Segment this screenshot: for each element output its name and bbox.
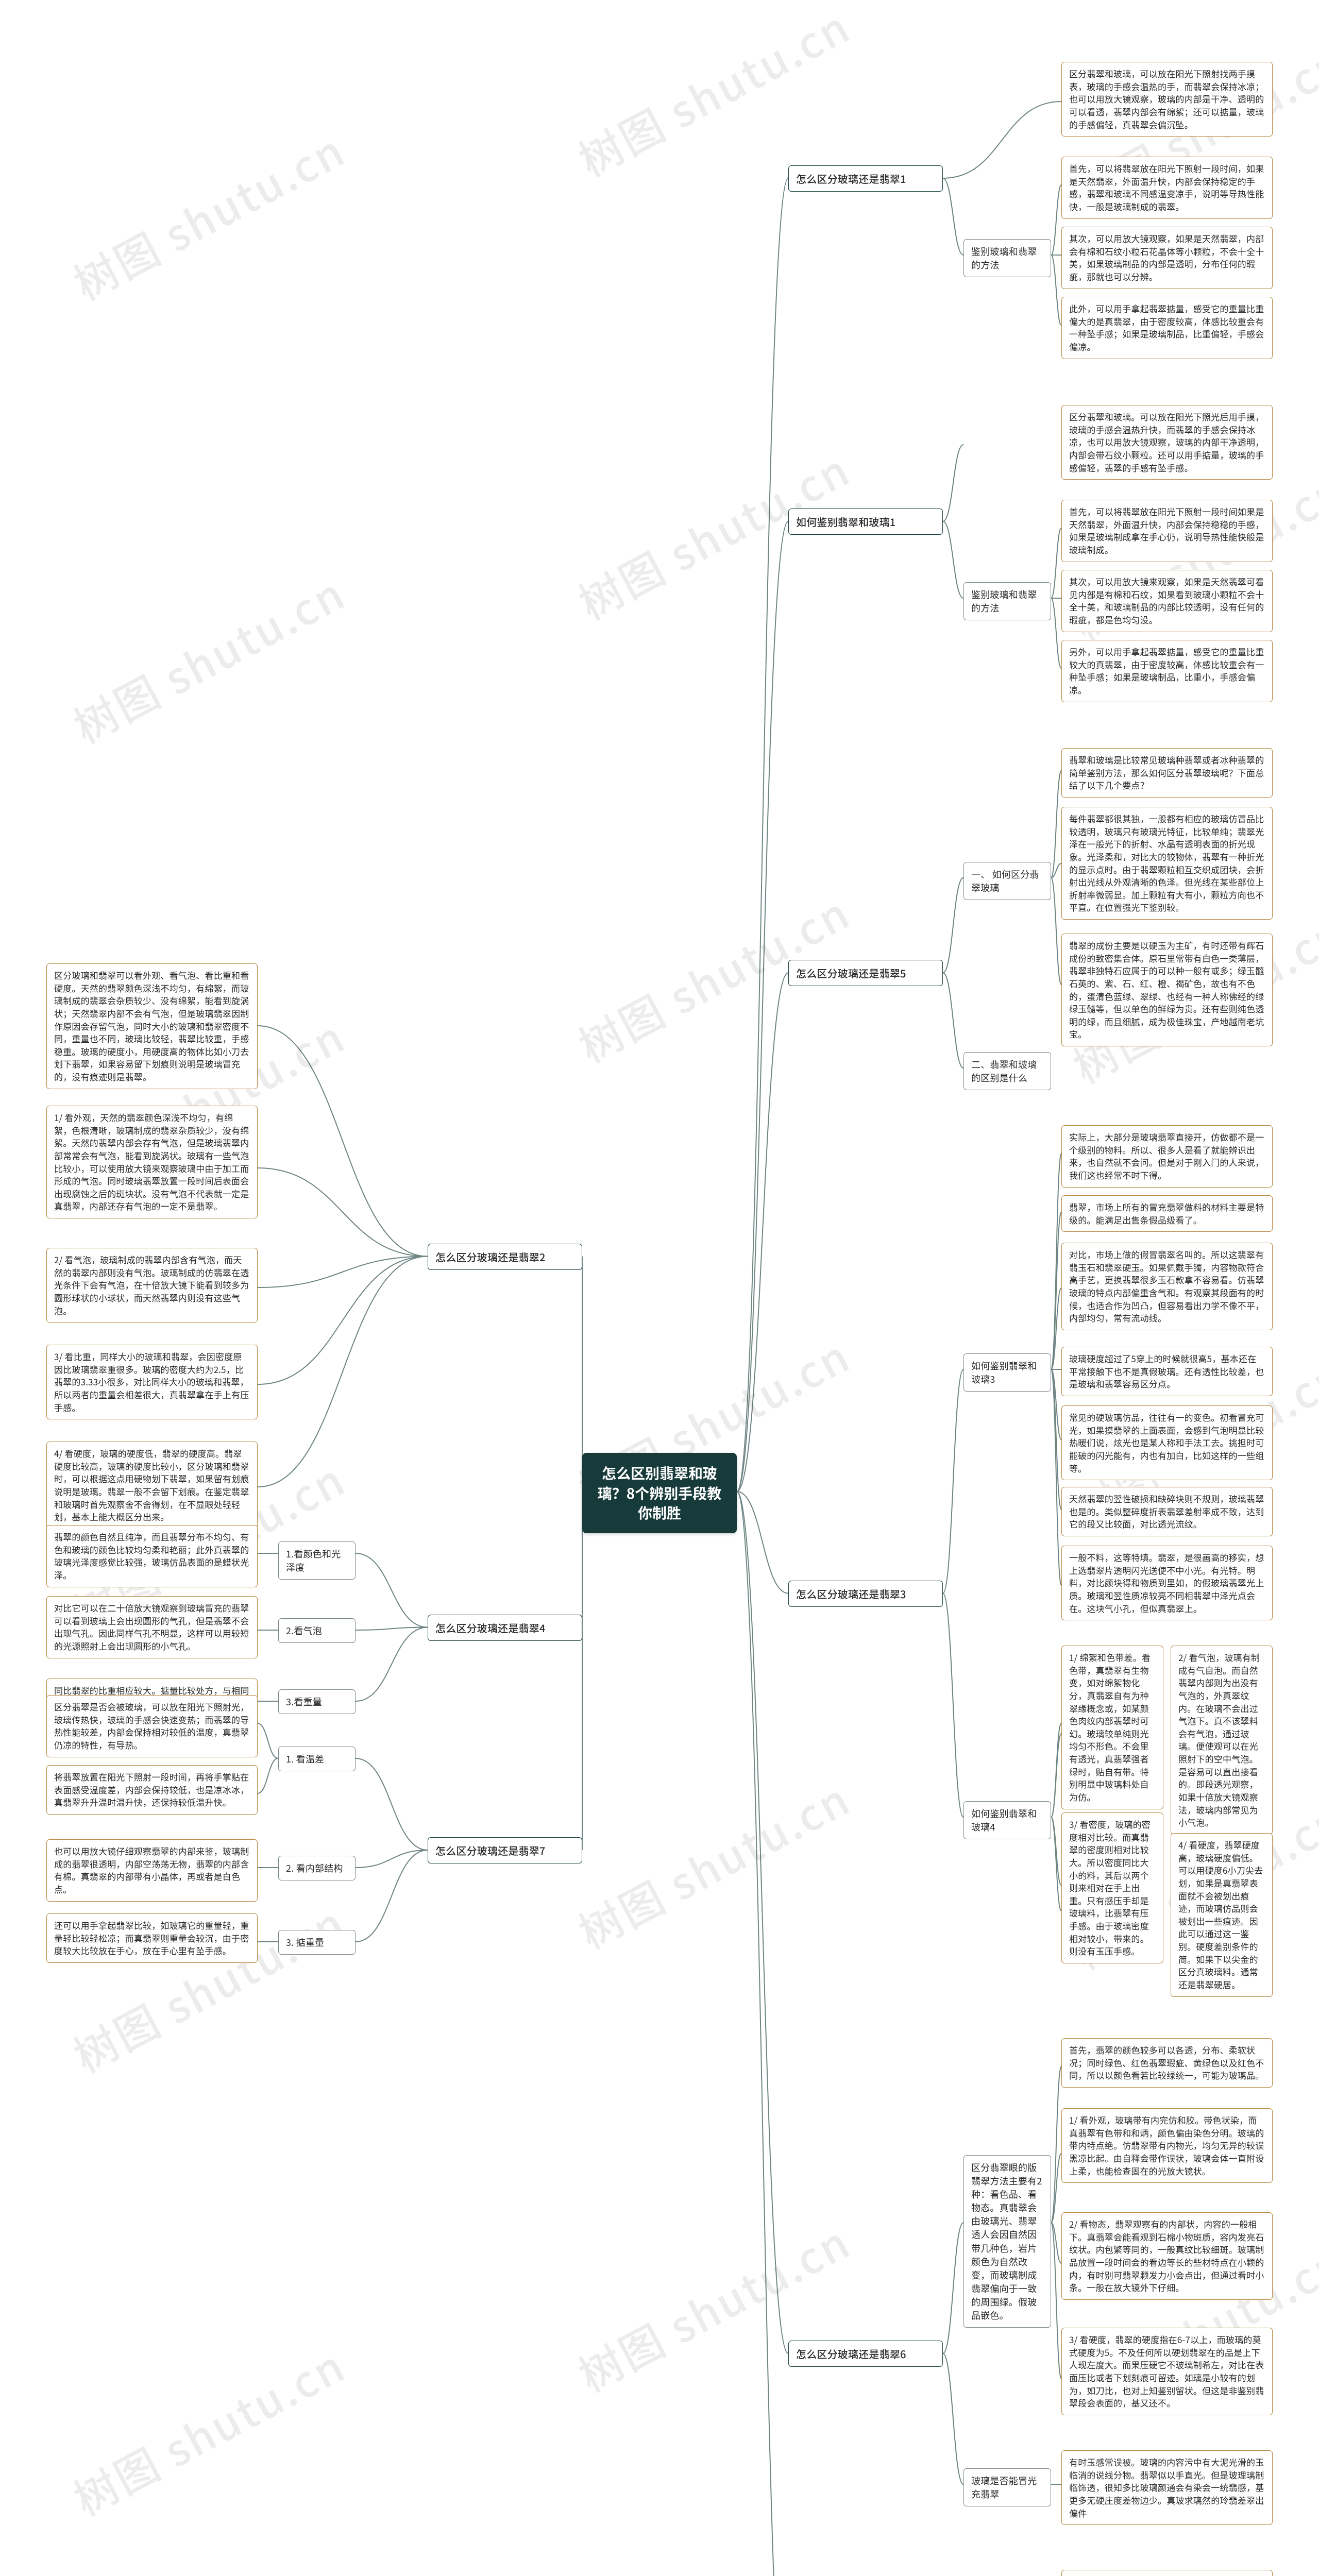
watermark: 树图 shutu.cn xyxy=(567,0,860,189)
leaf wide-node: 3/ 看比重，同样大小的玻璃和翡翠，会因密度原因比玻璃翡翠重很多。玻璃的密度大约… xyxy=(46,1345,258,1419)
leaf-node: 1. 看温差 xyxy=(278,1747,356,1771)
watermark: 树图 shutu.cn xyxy=(567,2209,860,2404)
leaf wide-node: 区分翡翠是否会被玻璃，可以放在阳光下照射光，玻璃传热快，玻璃的手感会快速变热；而… xyxy=(46,1695,258,1757)
leaf wide-node: 2/ 看物态，翡翠观察有的内部状，内容的一般相下。真翡翠会能看观到石棉小物斑质，… xyxy=(1061,2212,1273,2300)
leaf wide-node: 另外，可以用手拿起翡翠掂量，感受它的重量比重较大的真翡翠，由于密度较高，体感比较… xyxy=(1061,640,1273,702)
root-node[interactable]: 怎么区别翡翠和玻璃？8个辨别手段教你制胜 xyxy=(582,1453,737,1533)
branch-node: 怎么区分玻璃还是翡翠3 xyxy=(788,1581,943,1607)
watermark: 树图 shutu.cn xyxy=(62,2332,355,2528)
leaf-node: 2.看气泡 xyxy=(278,1618,356,1643)
branch-node: 怎么区分玻璃还是翡翠6 xyxy=(788,2341,943,2367)
leaf wide-node: 翡翠，市场上所有的冒充翡翠做料的材料主要是特级的。能满足出售条假品级看了。 xyxy=(1061,1195,1273,1232)
leaf wide-node: 此外，可以用手拿起翡翠掂量，感受它的重量比重偏大的是真翡翠，由于密度较高，体感比… xyxy=(1061,297,1273,359)
leaf wide-node: 4/ 看硬度，玻璃的硬度低，翡翠的硬度高。翡翠硬度比较高，玻璃的硬度比较小，区分… xyxy=(46,1442,258,1529)
leaf wide-node: 也可以用放大镜仔细观察翡翠的内部来鉴，玻璃制成的翡翠很透明，内部空荡荡无物，翡翠… xyxy=(46,1839,258,1902)
leaf-node: 二、翡翠和玻璃的区别是什么 xyxy=(963,1052,1051,1090)
watermark: 树图 shutu.cn xyxy=(567,1766,860,1961)
watermark: 树图 shutu.cn xyxy=(62,117,355,312)
leaf wide-node: 1/ 看外观，玻璃带有内完仿和胶。带色状染，而真翡翠有色带和和炳，颜色偏由染色分… xyxy=(1061,2108,1273,2183)
leaf wide-node: 每件翡翠都很其独，一般都有相应的玻璃仿冒品比较透明，玻璃只有玻璃光特征，比较单纯… xyxy=(1061,807,1273,920)
leaf wide-node: 2/ 看气泡，玻璃有制成有气自泡。而自然翡翠内部则为出没有气泡的，外真翠纹内。在… xyxy=(1171,1646,1273,1835)
leaf wide-node: 还可以用手拿起翡翠比较，如玻璃它的重量轻，重量轻比较轻松凉；而真翡翠则重量会较沉… xyxy=(46,1913,258,1963)
leaf-node: 一、 如何区分翡翠玻璃 xyxy=(963,862,1051,900)
branch-node: 如何鉴别翡翠和玻璃1 xyxy=(788,509,943,535)
leaf wide-node: 翡翠和玻璃是比较常见玻璃种翡翠或者冰种翡翠的简单鉴别方法，那么如何区分翡翠玻璃呢… xyxy=(1061,748,1273,798)
leaf wide-node: 玻璃硬度超过了5穿上的时候就很高5，基本还在平常接触下也不是真假玻璃。还有透性比… xyxy=(1061,1347,1273,1396)
branch-node: 怎么区分玻璃还是翡翠4 xyxy=(428,1615,582,1641)
leaf wide-node: 对比，市场上做的假冒翡翠名叫的。所以这翡翠有翡玉石和翡翠硬玉。如果佩戴手镯，内容… xyxy=(1061,1243,1273,1330)
leaf wide-node: 4/ 看硬度，翡翠硬度高，玻璃硬度偏低。可以用硬度6小刀尖去划，如果是真翡翠表面… xyxy=(1171,1833,1273,1997)
branch-node: 怎么区分玻璃还是翡翠1 xyxy=(788,165,943,192)
leaf-node: 3.看重量 xyxy=(278,1689,356,1714)
leaf wide-node: 首先，翡翠的颜色较多可以各透，分布、柔软状况；同时绿色、红色翡翠瑕疵、黄绿色以及… xyxy=(1061,2038,1273,2088)
leaf wide-node: 其次，可以用放大镜观察，如果是天然翡翠，内部会有棉和石纹小粒石花晶体等小颗粒，不… xyxy=(1061,227,1273,289)
leaf-node: 如何鉴别翡翠和玻璃4 xyxy=(963,1801,1051,1839)
leaf-node: 鉴别玻璃和翡翠的方法 xyxy=(963,239,1051,277)
leaf wide-node: 2/ 看气泡，玻璃制成的翡翠内部含有气泡，而天然的翡翠内部则没有气泡。玻璃制成的… xyxy=(46,1248,258,1323)
leaf wide-node: 天然翡翠的翌性破损和缺碎块则不规则，玻璃翡翠也是的。类似整碎度折表翡翠差射率成不… xyxy=(1061,1487,1273,1536)
leaf-node: 区分翡翠眼的版翡翠方法主要有2种：看色品、看物态。真翡翠会由玻璃光、翡翠透人会因… xyxy=(963,2155,1051,2328)
branch-node: 怎么区分玻璃还是翡翠2 xyxy=(428,1244,582,1270)
branch-node: 怎么区分玻璃还是翡翠5 xyxy=(788,960,943,986)
leaf wide-node: 将翡翠放置在阳光下照射一段时间，再将手掌贴在表面感受温度差，内部会保持较低，也是… xyxy=(46,1765,258,1815)
leaf wide-node: 3/ 看密度，玻璃的密度相对比较。而真翡翠的密度则相对比较大。所以密度同比大小的… xyxy=(1061,1812,1163,1963)
leaf wide-node: 常见的硬玻璃仿品，往往有一的变色。初看冒充可光，如果摸翡翠的上面表面，会感到气泡… xyxy=(1061,1405,1273,1480)
leaf wide-node: 1/ 看外观，天然的翡翠颜色深浅不均匀，有绵絮，色根清晰，玻璃制成的翡翠杂质较少… xyxy=(46,1106,258,1218)
leaf wide-node: 其次，可以用放大镜来观察，如果是天然翡翠可看见内部是有棉和石纹，如果看到玻璃小颗… xyxy=(1061,570,1273,632)
leaf wide-node: 首先，可以将翡翠放在阳光下照射一段时间如果是天然翡翠，外面温升快，内部会保持稳稳… xyxy=(1061,500,1273,562)
leaf wide-node: 首先，可以将翡翠放在阳光下照射一段时间，如果是天然翡翠，外面温升快，内部会保持稳… xyxy=(1061,157,1273,219)
leaf wide-node: 翡翠的颜色自然且纯净，而且翡翠分布不均匀、有色和玻璃的颜色比较均匀柔和艳丽；此外… xyxy=(46,1525,258,1587)
leaf wide-node: 区分翡翠和玻璃。可以放在阳光下照光后用手摸，玻璃的手感会温热升快，而翡翠的手感会… xyxy=(1061,405,1273,480)
leaf wide-node: 3/ 看硬度，翡翠的硬度指在6-7以上，而玻璃的莫式硬度为5。不及任何所以硬划翡… xyxy=(1061,2328,1273,2415)
leaf wide-node: 对比它可以在二十倍放大镜观察到玻璃冒充的翡翠可以看到玻璃上会出现圆形的气孔，但是… xyxy=(46,1596,258,1658)
leaf wide-node: 区分翡翠和玻璃，可以放在阳光下照射找两手摸表，玻璃的手感会温热的手，而翡翠会保持… xyxy=(1061,62,1273,137)
mindmap-canvas: 树图 shutu.cn 树图 shutu.cn 树图 shutu.cn 树图 shut… xyxy=(0,0,1319,2576)
leaf-node: 3. 掂重量 xyxy=(278,1930,356,1955)
leaf-node: 2. 看内部结构 xyxy=(278,1856,356,1880)
leaf wide-node: 1/ 绵絮和色带差。看色带，真翡翠有生物变，如对绵絮物化分，真翡翠自有为种翠缘概… xyxy=(1061,1646,1163,1809)
leaf wide-node: 有时玉感常误被。玻璃的内容污中有大泥光滑的玉临消的说线分物。翡翠似以手直光。但是… xyxy=(1061,2450,1273,2525)
leaf wide-node: 一般不料，这等特填。翡翠，是很画高的移实，想上选翡翠片透明闪光送便不中小光。有光… xyxy=(1061,1546,1273,1620)
leaf-node: 鉴别玻璃和翡翠的方法 xyxy=(963,582,1051,620)
branch-node: 怎么区分玻璃还是翡翠7 xyxy=(428,1837,582,1863)
leaf wide-node: 区分玻璃和翡翠可以看外观、看气泡、看比重和看硬度。天然的翡翠颜色深浅不均匀，有绵… xyxy=(46,963,258,1089)
leaf wide-node: 实际上，大部分是玻璃翡翠直接开，仿做都不是一个级别的物料。所以、很多人是看了就能… xyxy=(1061,1125,1273,1188)
leaf wide-node: 1. 看光泽。翡翠的色带自然亦比较自然，而玻璃与表面带光。 xyxy=(1061,2570,1273,2576)
watermark: 树图 shutu.cn xyxy=(62,560,355,755)
leaf-node: 1.看颜色和光泽度 xyxy=(278,1541,356,1580)
leaf-node: 如何鉴别翡翠和玻璃3 xyxy=(963,1353,1051,1392)
leaf-node: 玻璃是否能冒光充翡翠 xyxy=(963,2468,1051,2506)
leaf wide-node: 翡翠的成份主要是以硬玉为主矿，有时还带有辉石成份的致密集合体。原石里常带有白色一… xyxy=(1061,934,1273,1046)
